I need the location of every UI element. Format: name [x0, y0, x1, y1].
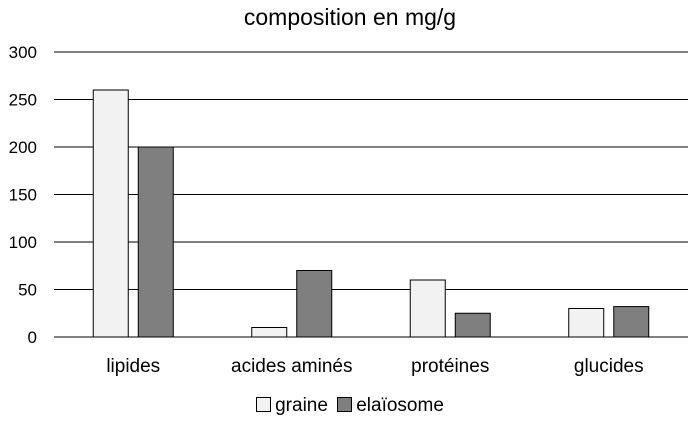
legend-swatch-graine — [256, 397, 272, 412]
bar-graine-0 — [92, 89, 129, 338]
legend-item-elaiosome: elaïosome — [337, 395, 444, 417]
bar-elaiosome-2 — [454, 312, 491, 338]
legend: graine elaïosome — [0, 395, 700, 417]
y-tick-label: 150 — [9, 186, 37, 205]
y-tick-label: 300 — [9, 43, 37, 62]
bar-graine-2 — [409, 279, 446, 338]
chart-title: composition en mg/g — [243, 4, 457, 30]
y-tick-label: 250 — [9, 91, 37, 110]
bar-graine-1 — [251, 327, 288, 338]
y-tick-label: 50 — [18, 281, 37, 300]
y-tick-label: 0 — [28, 328, 37, 347]
legend-swatch-elaiosome — [337, 397, 353, 412]
x-category-label: protéines — [411, 356, 489, 377]
legend-label-elaiosome: elaïosome — [356, 395, 444, 416]
y-tick-label: 200 — [9, 138, 37, 157]
legend-item-graine: graine — [256, 395, 328, 417]
bar-elaiosome-3 — [613, 306, 650, 338]
bar-elaiosome-1 — [296, 270, 333, 338]
legend-label-graine: graine — [275, 395, 328, 416]
bar-elaiosome-0 — [137, 146, 174, 338]
x-category-label: lipides — [106, 356, 160, 377]
x-category-label: acides aminés — [231, 356, 352, 377]
y-tick-label: 100 — [9, 233, 37, 252]
x-category-label: glucides — [574, 356, 644, 377]
bar-graine-3 — [568, 308, 605, 338]
